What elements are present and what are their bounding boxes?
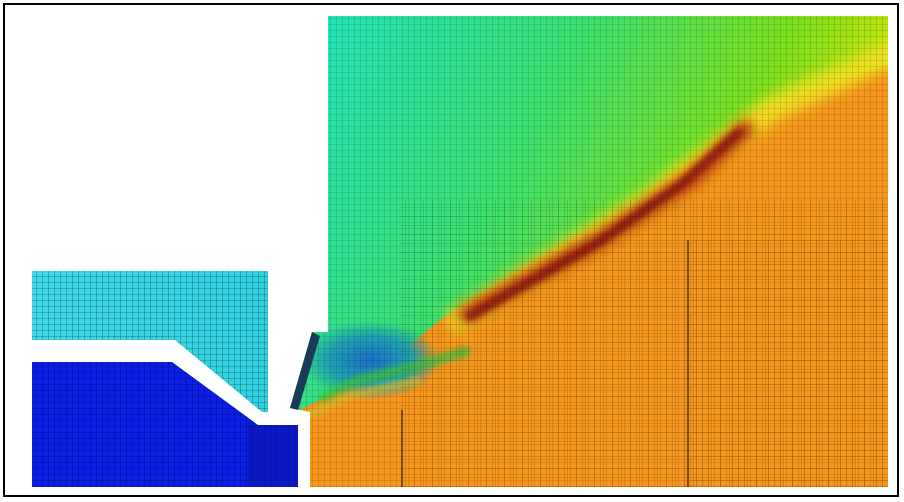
flow-field <box>280 10 900 490</box>
mesh-visualization <box>0 0 904 502</box>
mesh-coarse <box>690 240 900 490</box>
page <box>0 0 904 502</box>
inlet-dense-zone <box>248 425 298 487</box>
